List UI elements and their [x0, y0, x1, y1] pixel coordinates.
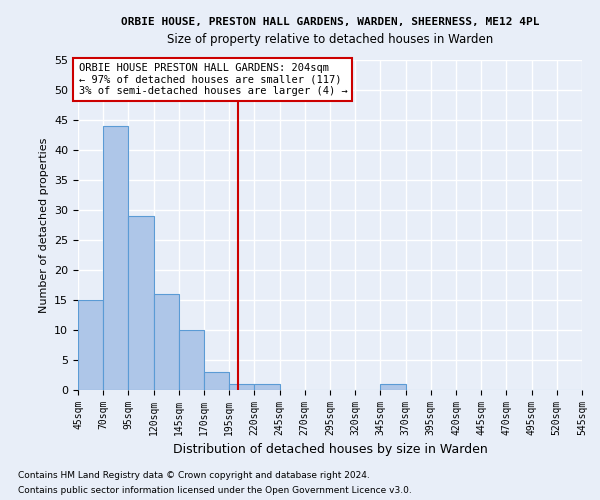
Bar: [380, 384, 406, 390]
Bar: [78, 300, 103, 390]
Text: Size of property relative to detached houses in Warden: Size of property relative to detached ho…: [167, 32, 493, 46]
Bar: [179, 330, 204, 390]
Bar: [204, 372, 229, 390]
Bar: [229, 384, 254, 390]
Text: Contains HM Land Registry data © Crown copyright and database right 2024.: Contains HM Land Registry data © Crown c…: [18, 471, 370, 480]
X-axis label: Distribution of detached houses by size in Warden: Distribution of detached houses by size …: [173, 444, 487, 456]
Bar: [128, 216, 154, 390]
Text: Contains public sector information licensed under the Open Government Licence v3: Contains public sector information licen…: [18, 486, 412, 495]
Bar: [154, 294, 179, 390]
Y-axis label: Number of detached properties: Number of detached properties: [38, 138, 49, 312]
Text: ORBIE HOUSE PRESTON HALL GARDENS: 204sqm
← 97% of detached houses are smaller (1: ORBIE HOUSE PRESTON HALL GARDENS: 204sqm…: [79, 63, 347, 96]
Bar: [254, 384, 280, 390]
Text: ORBIE HOUSE, PRESTON HALL GARDENS, WARDEN, SHEERNESS, ME12 4PL: ORBIE HOUSE, PRESTON HALL GARDENS, WARDE…: [121, 18, 539, 28]
Bar: [103, 126, 128, 390]
